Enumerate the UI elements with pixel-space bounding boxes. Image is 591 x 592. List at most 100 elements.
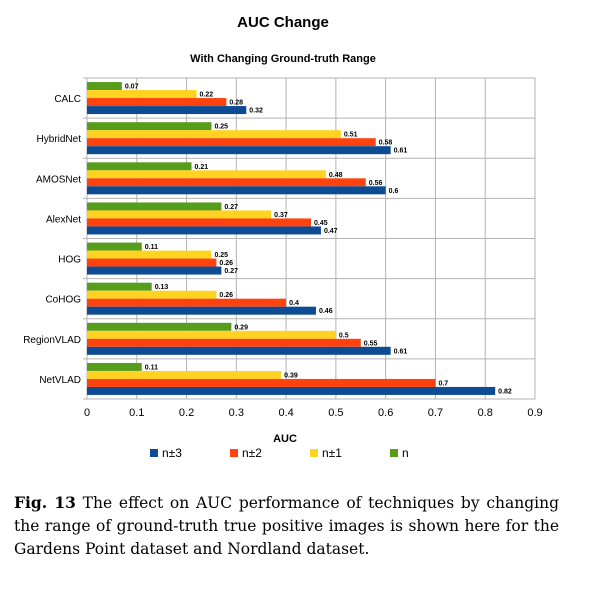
bar xyxy=(87,82,122,91)
bar xyxy=(87,178,366,187)
bar xyxy=(87,106,247,115)
bar xyxy=(87,210,272,219)
data-label: 0.21 xyxy=(195,164,209,171)
data-label: 0.11 xyxy=(145,364,158,371)
bar xyxy=(87,98,227,107)
data-label: 0.56 xyxy=(369,180,383,187)
bar xyxy=(87,258,217,267)
figure-caption: Fig. 13 The effect on AUC performance of… xyxy=(14,491,559,561)
data-label: 0.26 xyxy=(219,260,233,267)
legend-label: n xyxy=(402,446,409,460)
bars: 0.070.220.280.320.250.510.580.610.210.48… xyxy=(87,82,512,395)
bar xyxy=(87,266,222,275)
legend-swatch xyxy=(310,449,318,457)
legend-swatch xyxy=(150,449,158,457)
data-label: 0.46 xyxy=(319,308,333,315)
data-label: 0.7 xyxy=(438,380,448,387)
bar xyxy=(87,370,282,379)
data-label: 0.32 xyxy=(249,108,263,115)
bar xyxy=(87,242,142,251)
data-label: 0.25 xyxy=(214,124,228,131)
legend-swatch xyxy=(230,449,238,457)
bar xyxy=(87,146,391,155)
data-label: 0.6 xyxy=(389,188,399,195)
legend-label: n±3 xyxy=(162,446,182,460)
x-tick-label: 0.1 xyxy=(129,407,144,419)
data-label: 0.55 xyxy=(364,340,378,347)
bar xyxy=(87,346,391,355)
bar xyxy=(87,202,222,211)
data-label: 0.82 xyxy=(498,388,512,395)
data-label: 0.28 xyxy=(229,100,243,107)
bar xyxy=(87,330,336,339)
bar xyxy=(87,170,326,179)
data-label: 0.45 xyxy=(314,220,328,227)
category-label: HybridNet xyxy=(37,134,82,145)
caption-text: The effect on AUC performance of techniq… xyxy=(14,494,560,558)
figure-label: Fig. 13 xyxy=(14,493,76,512)
bar xyxy=(87,226,321,235)
bar xyxy=(87,322,232,331)
bar xyxy=(87,386,496,395)
bar xyxy=(87,362,142,371)
x-tick-label: 0.4 xyxy=(278,407,293,419)
legend-label: n±1 xyxy=(322,446,342,460)
bar xyxy=(87,218,311,227)
category-label: CALC xyxy=(54,94,81,105)
data-label: 0.25 xyxy=(214,252,228,259)
bar xyxy=(87,162,192,171)
x-tick-label: 0.9 xyxy=(527,407,542,419)
category-label: RegionVLAD xyxy=(23,335,81,346)
bar xyxy=(87,250,212,259)
data-label: 0.4 xyxy=(289,300,299,307)
data-label: 0.61 xyxy=(394,148,408,155)
bar xyxy=(87,338,361,347)
bar xyxy=(87,90,197,99)
x-tick-label: 0.7 xyxy=(428,407,443,419)
x-tick-label: 0.3 xyxy=(229,407,244,419)
chart-subtitle: With Changing Ground-truth Range xyxy=(190,53,376,65)
bar xyxy=(87,298,287,307)
data-label: 0.13 xyxy=(155,284,169,291)
bar xyxy=(87,306,316,315)
data-label: 0.22 xyxy=(200,92,214,99)
data-label: 0.07 xyxy=(125,84,139,91)
auc-change-chart: AUC Change With Changing Ground-truth Ra… xyxy=(23,14,543,460)
bar xyxy=(87,282,152,291)
chart-title: AUC Change xyxy=(237,14,329,31)
x-axis-label: AUC xyxy=(273,433,297,445)
category-label: AMOSNet xyxy=(36,174,81,185)
bar xyxy=(87,130,341,139)
data-label: 0.5 xyxy=(339,332,349,339)
data-label: 0.47 xyxy=(324,228,338,235)
category-label: NetVLAD xyxy=(39,375,81,386)
category-label: AlexNet xyxy=(46,214,81,225)
data-label: 0.27 xyxy=(224,268,238,275)
x-axis-ticks: 0 0.1 0.2 0.3 0.4 0.5 0.6 0.7 0.8 0.9 xyxy=(84,407,543,419)
data-label: 0.51 xyxy=(344,132,358,139)
x-tick-label: 0.5 xyxy=(328,407,343,419)
y-axis-categories: CALC HybridNet AMOSNet AlexNet HOG CoHOG Regio… xyxy=(23,94,81,386)
bar xyxy=(87,122,212,131)
data-label: 0.58 xyxy=(379,140,393,147)
legend-swatch xyxy=(390,449,398,457)
data-label: 0.29 xyxy=(234,324,248,331)
category-label: CoHOG xyxy=(45,295,81,306)
data-label: 0.48 xyxy=(329,172,343,179)
bar xyxy=(87,186,386,195)
bar xyxy=(87,290,217,299)
data-label: 0.11 xyxy=(145,244,158,251)
legend-label: n±2 xyxy=(242,446,262,460)
data-label: 0.39 xyxy=(284,372,298,379)
data-label: 0.27 xyxy=(224,204,238,211)
data-label: 0.61 xyxy=(394,348,408,355)
category-label: HOG xyxy=(58,255,81,266)
bar xyxy=(87,138,376,147)
x-tick-label: 0.2 xyxy=(179,407,194,419)
data-label: 0.26 xyxy=(219,292,233,299)
bar xyxy=(87,378,436,387)
data-label: 0.37 xyxy=(274,212,288,219)
x-tick-label: 0.6 xyxy=(378,407,393,419)
x-tick-label: 0.8 xyxy=(478,407,493,419)
plot-border xyxy=(86,77,536,400)
